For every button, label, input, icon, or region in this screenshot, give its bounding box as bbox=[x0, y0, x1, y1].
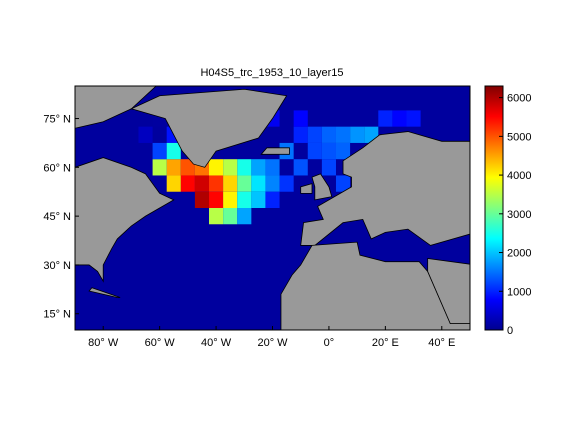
cell bbox=[350, 126, 365, 143]
colorbar-tick-label: 6000 bbox=[507, 93, 531, 105]
colorbar-tick-label: 4000 bbox=[507, 170, 531, 182]
cell bbox=[321, 126, 336, 143]
cell bbox=[166, 142, 181, 160]
land bbox=[260, 147, 290, 155]
cell bbox=[209, 208, 224, 225]
map-area bbox=[75, 86, 470, 330]
cell bbox=[138, 126, 153, 143]
x-tick-label: 40° W bbox=[201, 337, 232, 349]
cell bbox=[223, 191, 238, 208]
cell bbox=[265, 175, 280, 192]
cell bbox=[209, 191, 224, 208]
cell bbox=[279, 175, 294, 192]
cell bbox=[265, 159, 280, 176]
y-tick-label: 60° N bbox=[43, 162, 71, 174]
cell bbox=[180, 175, 195, 192]
colorbar-tick-label: 1000 bbox=[507, 286, 531, 298]
land bbox=[130, 88, 288, 168]
cell bbox=[321, 142, 336, 160]
colorbar-tick-label: 2000 bbox=[507, 248, 531, 260]
x-tick-label: 60° W bbox=[145, 337, 176, 349]
land bbox=[300, 183, 313, 194]
cell bbox=[335, 142, 351, 160]
cell bbox=[335, 175, 351, 192]
x-tick-label: 80° W bbox=[88, 337, 119, 349]
cell bbox=[237, 191, 252, 208]
cell bbox=[251, 175, 266, 192]
colorbar bbox=[484, 85, 504, 331]
land bbox=[427, 257, 470, 324]
cell bbox=[321, 159, 336, 176]
cell bbox=[223, 175, 238, 192]
cell bbox=[152, 142, 167, 160]
cell bbox=[180, 159, 195, 176]
cell bbox=[335, 126, 351, 143]
cell bbox=[237, 159, 252, 176]
cell bbox=[307, 126, 322, 143]
cell bbox=[194, 191, 210, 208]
cell bbox=[251, 159, 266, 176]
y-tick-label: 45° N bbox=[43, 211, 71, 223]
cell bbox=[223, 208, 238, 225]
cell bbox=[194, 175, 210, 192]
cell bbox=[209, 159, 224, 176]
y-tick-label: 30° N bbox=[43, 260, 71, 272]
land bbox=[88, 287, 121, 298]
cell bbox=[392, 110, 407, 127]
x-tick-label: 20° E bbox=[372, 337, 399, 349]
colorbar-tick-label: 5000 bbox=[507, 131, 531, 143]
cell bbox=[265, 191, 280, 208]
x-tick-label: 20° W bbox=[257, 337, 288, 349]
x-tick-label: 0° bbox=[324, 337, 335, 349]
land bbox=[280, 241, 470, 330]
cell bbox=[251, 191, 266, 208]
cell bbox=[166, 175, 181, 192]
cell bbox=[166, 159, 181, 176]
y-tick-label: 75° N bbox=[43, 114, 71, 126]
land bbox=[75, 157, 175, 330]
colorbar-tick-label: 0 bbox=[507, 325, 513, 337]
cell bbox=[237, 175, 252, 192]
cell bbox=[293, 126, 308, 143]
y-tick-label: 15° N bbox=[43, 309, 71, 321]
x-tick-label: 40° E bbox=[428, 337, 455, 349]
cell bbox=[293, 110, 308, 127]
cell bbox=[378, 110, 393, 127]
cell bbox=[152, 159, 167, 176]
land bbox=[311, 173, 333, 201]
cell bbox=[406, 110, 421, 127]
cell bbox=[307, 142, 322, 160]
cell bbox=[209, 175, 224, 192]
cell bbox=[237, 208, 252, 225]
colorbar-tick-label: 3000 bbox=[507, 209, 531, 221]
cell bbox=[293, 159, 308, 176]
land bbox=[300, 131, 470, 246]
cell bbox=[223, 159, 238, 176]
chart-title: H04S5_trc_1953_10_layer15 bbox=[200, 67, 343, 79]
